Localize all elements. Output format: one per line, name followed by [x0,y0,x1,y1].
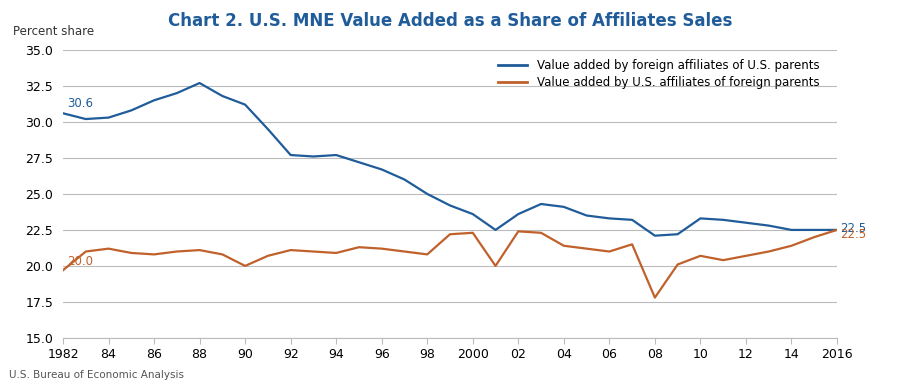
Text: Percent share: Percent share [13,25,94,38]
Text: 22.5: 22.5 [841,222,867,235]
Text: 22.5: 22.5 [841,228,867,242]
Text: 30.6: 30.6 [68,97,94,110]
Text: 20.0: 20.0 [68,255,94,268]
Text: Chart 2. U.S. MNE Value Added as a Share of Affiliates Sales: Chart 2. U.S. MNE Value Added as a Share… [167,12,733,30]
Text: U.S. Bureau of Economic Analysis: U.S. Bureau of Economic Analysis [9,370,184,380]
Legend: Value added by foreign affiliates of U.S. parents, Value added by U.S. affiliate: Value added by foreign affiliates of U.S… [498,59,820,89]
